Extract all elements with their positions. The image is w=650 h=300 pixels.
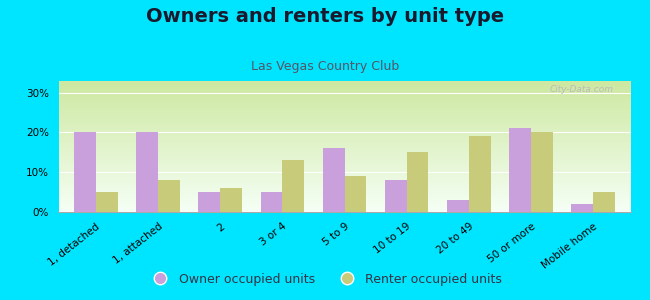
- Bar: [261, 192, 282, 212]
- Bar: [469, 136, 491, 212]
- Bar: [220, 188, 242, 212]
- Bar: [531, 132, 552, 212]
- Bar: [385, 180, 407, 212]
- Bar: [344, 176, 366, 211]
- Bar: [323, 148, 345, 211]
- Legend: Owner occupied units, Renter occupied units: Owner occupied units, Renter occupied un…: [143, 268, 507, 291]
- Bar: [136, 132, 158, 212]
- Bar: [74, 132, 96, 212]
- Text: Las Vegas Country Club: Las Vegas Country Club: [251, 60, 399, 73]
- Text: Owners and renters by unit type: Owners and renters by unit type: [146, 8, 504, 26]
- Bar: [407, 152, 428, 211]
- Bar: [447, 200, 469, 211]
- Bar: [571, 204, 593, 212]
- Bar: [198, 192, 220, 212]
- Bar: [96, 192, 118, 212]
- Bar: [593, 192, 615, 212]
- Bar: [282, 160, 304, 212]
- Text: City-Data.com: City-Data.com: [549, 85, 614, 94]
- Bar: [509, 128, 531, 212]
- Bar: [158, 180, 180, 212]
